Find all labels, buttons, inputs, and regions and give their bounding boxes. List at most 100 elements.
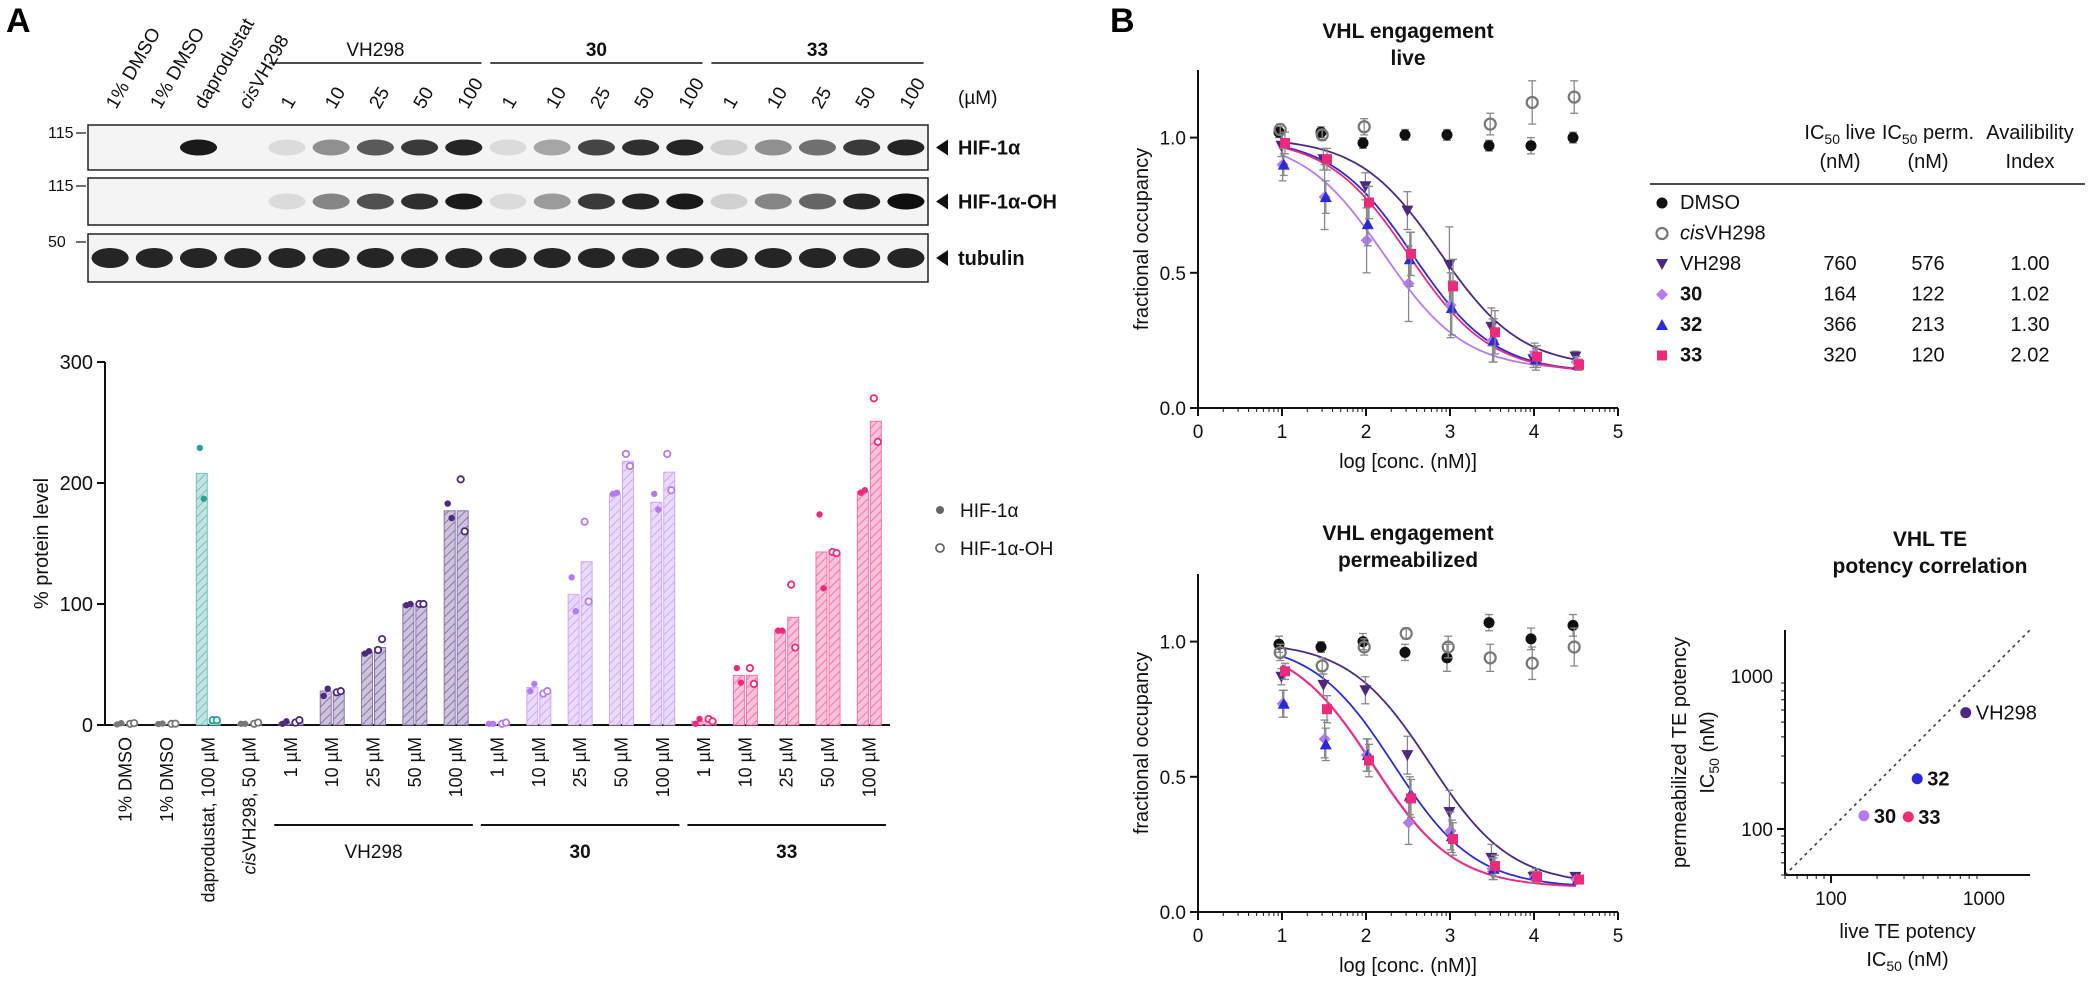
replicate-point (456, 475, 465, 484)
x-axis-title: IC50 (nM) (1866, 949, 1948, 974)
data-point-cisVH298 (1399, 626, 1413, 641)
data-point-30 (1402, 816, 1415, 829)
table-cell-perm: 213 (1911, 314, 1944, 336)
blot-band (268, 139, 306, 156)
x-tick-label: 10 µM (322, 737, 342, 787)
replicate-point (779, 627, 786, 634)
data-point-DMSO (1483, 140, 1495, 152)
data-point-VH298 (1401, 750, 1414, 762)
data-point-cisVH298 (1567, 90, 1581, 104)
table-header-part: perm. (1917, 122, 1974, 144)
x-tick-label: 4 (1529, 422, 1540, 443)
blot-band (401, 139, 439, 156)
y-tick-label: 100 (60, 594, 93, 616)
replicate-point (737, 679, 745, 686)
table-header: IC50 perm. (1882, 122, 1974, 147)
data-point-cisVH298 (1567, 640, 1581, 654)
bar-hif1a-oh (663, 471, 676, 726)
data-point-DMSO (1399, 646, 1411, 658)
blot-band (710, 193, 748, 210)
y-tick-label: 1000 (1731, 667, 1773, 688)
y-tick-label: 0.0 (1160, 903, 1186, 924)
x-tick-label: 1 µM (694, 737, 714, 777)
x-tick-label: 5 (1613, 422, 1624, 443)
table-row-name-rest: VH298 (1704, 223, 1765, 245)
bar-hif1a (402, 603, 415, 726)
y-axis-title: % protein level (31, 478, 53, 609)
data-point-33 (1448, 281, 1458, 292)
data-point-33 (1364, 197, 1374, 208)
blot-band (533, 248, 571, 268)
group-label: VH298 (344, 842, 402, 863)
identity-line (1784, 629, 2031, 876)
data-point-cisVH298 (1273, 645, 1287, 660)
correlation-point (1902, 811, 1914, 823)
data-point-33 (1574, 359, 1584, 370)
bar-hif1a (774, 630, 787, 726)
bar-hif1a (856, 490, 869, 726)
x-tick-label: 1 µM (281, 737, 301, 777)
panel-b-label: B (1110, 2, 1135, 40)
blot-band (489, 248, 527, 268)
data-point-DMSO (1357, 137, 1369, 149)
fit-curve (1281, 655, 1577, 886)
x-tick-label: 50 µM (611, 737, 631, 787)
blot-band (312, 139, 350, 156)
table-row-name: 33 (1680, 345, 1702, 367)
y-tick-label: 200 (60, 473, 93, 495)
data-point-33 (1532, 351, 1542, 362)
y-axis-title: fractional occupancy (1131, 148, 1153, 330)
chart-title: VHL engagement (1322, 522, 1493, 545)
replicate-point (200, 495, 207, 502)
group-label: 33 (776, 842, 797, 863)
blot-band (533, 139, 571, 156)
blot-conc-label: 1 (498, 93, 521, 113)
replicate-point (448, 514, 455, 522)
replicate-point (501, 718, 511, 727)
replicate-point (320, 692, 327, 700)
table-marker (1655, 226, 1669, 241)
x-tick-label: 1% DMSO (157, 737, 177, 822)
legend-marker-hif1a-oh (935, 543, 945, 553)
blot-row-label: HIF-1α-OH (958, 192, 1057, 214)
replicate-point (820, 585, 827, 592)
table-header-unit: (nM) (1907, 151, 1948, 173)
x-tick-label: daprodustat, 100 µM (198, 737, 218, 902)
x-tick-label: cisVH298, 50 µM (240, 737, 260, 874)
data-point-DMSO (1441, 129, 1453, 141)
blot-band (489, 139, 527, 156)
blot-band (179, 248, 218, 268)
blot-group-label: VH298 (346, 40, 404, 61)
y-tick-label: 0.0 (1160, 399, 1186, 420)
x-tick-label: 1 (1277, 926, 1288, 947)
replicate-point (543, 687, 552, 696)
table-header-part: live (1840, 122, 1876, 144)
x-tick-label: 4 (1529, 926, 1540, 947)
table-header-part: IC (1804, 122, 1824, 144)
data-point-33 (1490, 327, 1500, 338)
replicate-point (171, 719, 180, 728)
replicate-point (377, 634, 387, 644)
replicate-point (254, 718, 263, 727)
replicate-point (663, 449, 672, 459)
blot-band (710, 248, 748, 268)
replicate-point (733, 664, 741, 672)
bar-hif1a-oh (869, 420, 882, 726)
replicate-point (816, 511, 823, 518)
data-point-33 (1574, 874, 1584, 885)
replicate-point (613, 489, 621, 496)
blot-conc-label: 50 (410, 84, 439, 113)
data-point-DMSO (1567, 619, 1579, 631)
data-point-cisVH298 (1315, 128, 1329, 142)
fit-curve (1281, 664, 1577, 887)
data-point-32 (1319, 738, 1332, 750)
replicate-point (407, 600, 414, 608)
x-axis-title-part: IC (1866, 949, 1886, 971)
replicate-point (869, 394, 878, 403)
blot-marker-label: 50 (48, 234, 66, 251)
table-row-name: cisVH298 (1680, 223, 1766, 245)
data-point-33 (1406, 248, 1416, 259)
data-point-VH298 (1317, 679, 1330, 691)
